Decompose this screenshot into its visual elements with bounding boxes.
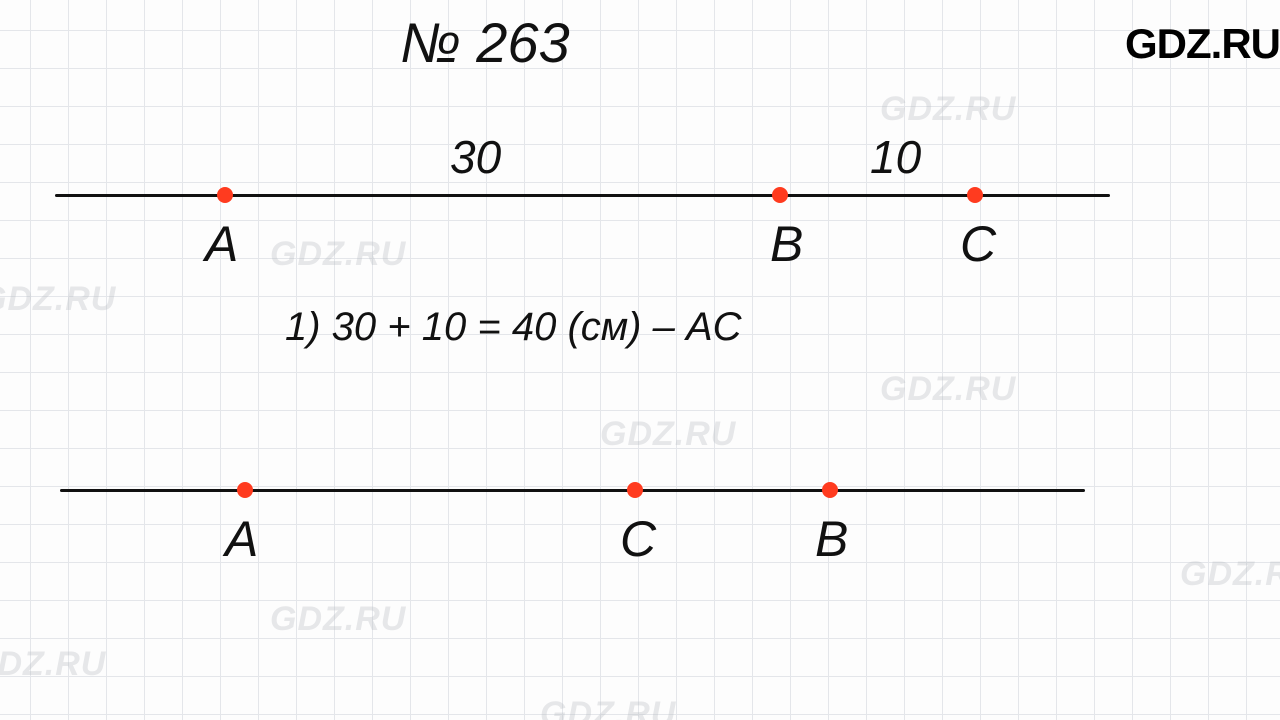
watermark: GDZ.RU [880,370,1016,409]
watermark: GDZ.RU [0,645,106,684]
d1-seg-ab-value: 30 [450,130,501,184]
d2-point-c [627,482,643,498]
watermark: GDZ.RU [270,235,406,274]
d2-label-c: C [620,510,656,568]
d2-label-a: A [225,510,258,568]
d1-label-a: A [205,215,238,273]
d1-line [55,194,1110,197]
canvas: GDZ.RU GDZ.RU GDZ.RU GDZ.RU GDZ.RU GDZ.R… [0,0,1280,720]
watermark: GDZ.RU [1180,555,1280,594]
d2-point-a [237,482,253,498]
d2-line [60,489,1085,492]
d1-label-b: B [770,215,803,273]
d1-point-b [772,187,788,203]
problem-number: № 263 [400,10,570,75]
grid-background [0,0,1280,720]
d2-label-b: B [815,510,848,568]
watermark: GDZ.RU [880,90,1016,129]
d1-point-c [967,187,983,203]
d1-label-c: C [960,215,996,273]
d1-point-a [217,187,233,203]
d1-seg-bc-value: 10 [870,130,921,184]
d1-equation: 1) 30 + 10 = 40 (см) – AC [285,305,742,350]
d2-point-b [822,482,838,498]
watermark: GDZ.RU [540,695,676,720]
watermark: GDZ.RU [600,415,736,454]
watermark: GDZ.RU [270,600,406,639]
watermark: GDZ.RU [0,280,116,319]
site-logo: GDZ.RU [1125,20,1280,68]
